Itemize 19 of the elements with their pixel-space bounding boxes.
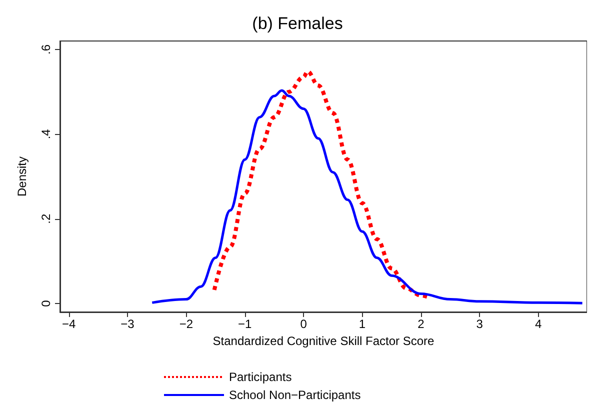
y-tick-label: .6 bbox=[39, 44, 53, 54]
x-tick-label: 2 bbox=[418, 317, 425, 331]
line-series bbox=[150, 89, 584, 304]
x-tick-label: −1 bbox=[238, 317, 252, 331]
x-tick-label: −2 bbox=[179, 317, 194, 331]
y-tick-label: .4 bbox=[39, 128, 53, 140]
chart-title: (b) Females bbox=[252, 14, 343, 33]
x-tick-label: 3 bbox=[476, 317, 484, 331]
x-tick-label: 0 bbox=[300, 317, 308, 331]
legend-label: School Non−Participants bbox=[229, 388, 361, 402]
x-tick-label: −4 bbox=[62, 317, 76, 331]
x-tick-label: 1 bbox=[358, 317, 366, 331]
x-tick-label: −3 bbox=[120, 317, 135, 331]
y-tick-label: 0 bbox=[39, 300, 53, 307]
legend-label: Participants bbox=[229, 370, 292, 384]
y-axis-title: Density bbox=[15, 156, 29, 197]
x-axis-title: Standardized Cognitive Skill Factor Score bbox=[212, 334, 435, 348]
y-tick-label: .2 bbox=[39, 214, 53, 224]
x-tick-label: 4 bbox=[534, 317, 542, 331]
